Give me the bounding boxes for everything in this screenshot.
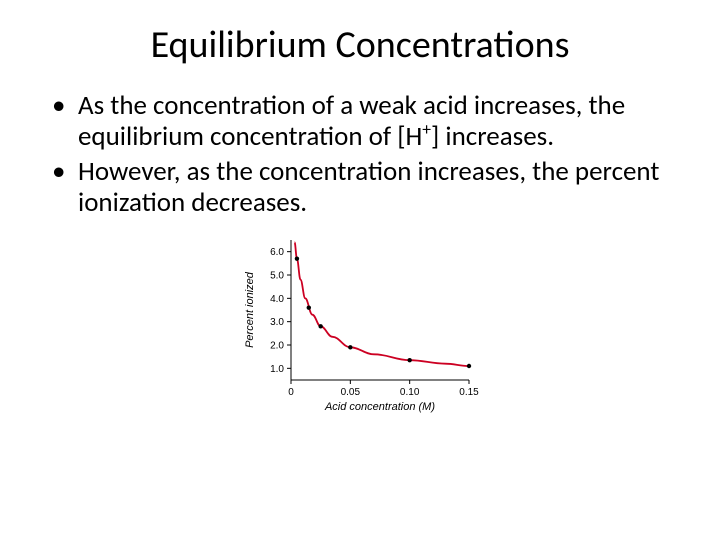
svg-text:0.10: 0.10 bbox=[400, 387, 420, 398]
chart-container: 1.0 2.0 3.0 4.0 5.0 6.0 0 0.05 0.10 0.15 Acid conc… bbox=[40, 232, 680, 422]
svg-text:1.0: 1.0 bbox=[270, 364, 284, 375]
svg-text:6.0: 6.0 bbox=[270, 247, 284, 258]
slide: Equilibrium Concentrations As the concen… bbox=[0, 0, 720, 540]
svg-text:Percent ionized: Percent ionized bbox=[244, 271, 256, 348]
svg-text:0.15: 0.15 bbox=[459, 387, 479, 398]
bullet-item: As the concentration of a weak acid incr… bbox=[52, 90, 680, 152]
svg-text:Acid concentration (M): Acid concentration (M) bbox=[324, 401, 435, 413]
svg-text:0.05: 0.05 bbox=[341, 387, 361, 398]
page-title: Equilibrium Concentrations bbox=[40, 22, 680, 68]
ionization-chart: 1.0 2.0 3.0 4.0 5.0 6.0 0 0.05 0.10 0.15 Acid conc… bbox=[235, 232, 485, 422]
superscript: + bbox=[422, 118, 431, 140]
bullet-list: As the concentration of a weak acid incr… bbox=[40, 90, 680, 218]
svg-text:3.0: 3.0 bbox=[270, 317, 284, 328]
svg-text:5.0: 5.0 bbox=[270, 271, 284, 282]
bullet-text-pre: However, as the concentration increases,… bbox=[78, 155, 659, 219]
bullet-item: However, as the concentration increases,… bbox=[52, 156, 680, 218]
svg-text:0: 0 bbox=[288, 387, 294, 398]
svg-text:2.0: 2.0 bbox=[270, 341, 284, 352]
svg-text:4.0: 4.0 bbox=[270, 294, 284, 305]
bullet-text-post: ] increases. bbox=[431, 120, 554, 153]
